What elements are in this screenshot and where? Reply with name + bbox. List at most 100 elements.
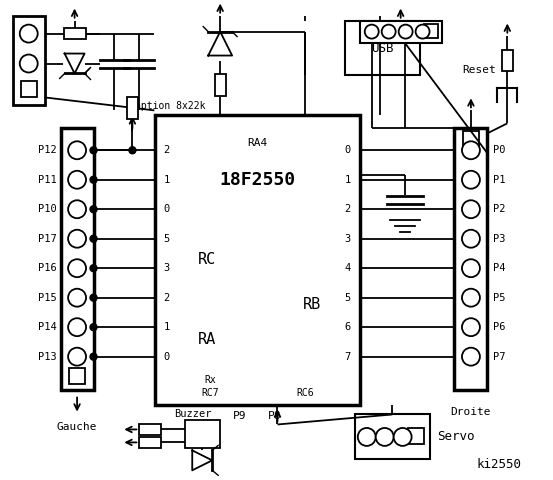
Circle shape <box>382 24 395 38</box>
Circle shape <box>462 288 480 307</box>
Text: P4: P4 <box>493 263 506 273</box>
Text: 2: 2 <box>345 204 351 214</box>
Bar <box>345 21 420 75</box>
Bar <box>215 74 226 96</box>
Circle shape <box>68 348 86 366</box>
Circle shape <box>462 200 480 218</box>
Circle shape <box>68 288 86 307</box>
Text: P11: P11 <box>38 175 56 185</box>
Bar <box>502 49 513 72</box>
Circle shape <box>90 235 97 242</box>
Text: Gauche: Gauche <box>57 422 97 432</box>
Text: Rx: Rx <box>204 374 216 384</box>
Bar <box>127 97 138 120</box>
Circle shape <box>394 428 411 446</box>
Text: ki2550: ki2550 <box>477 458 522 471</box>
Text: P8: P8 <box>268 411 282 421</box>
Text: Reset: Reset <box>462 65 496 75</box>
Bar <box>408 428 424 444</box>
Circle shape <box>416 24 430 38</box>
Text: 5: 5 <box>345 293 351 303</box>
Circle shape <box>399 24 413 38</box>
Circle shape <box>462 230 480 248</box>
Text: RA4: RA4 <box>247 138 268 148</box>
Circle shape <box>68 318 86 336</box>
Text: 2: 2 <box>163 293 170 303</box>
Bar <box>64 28 86 39</box>
Bar <box>355 415 430 459</box>
Text: RC7: RC7 <box>201 387 219 397</box>
Circle shape <box>462 348 480 366</box>
Circle shape <box>68 200 86 218</box>
Circle shape <box>462 141 480 159</box>
Text: P1: P1 <box>493 175 506 185</box>
Text: 3: 3 <box>345 234 351 244</box>
Circle shape <box>90 264 97 272</box>
Text: P2: P2 <box>493 204 506 214</box>
Text: P15: P15 <box>38 293 56 303</box>
Circle shape <box>68 230 86 248</box>
Text: 1: 1 <box>345 175 351 185</box>
Text: 1: 1 <box>163 175 170 185</box>
Circle shape <box>90 176 97 183</box>
Circle shape <box>358 428 375 446</box>
Text: P16: P16 <box>38 263 56 273</box>
Text: 18F2550: 18F2550 <box>220 171 296 189</box>
Circle shape <box>462 259 480 277</box>
Circle shape <box>375 428 394 446</box>
Text: RC: RC <box>198 252 216 267</box>
Circle shape <box>68 171 86 189</box>
Bar <box>360 21 441 43</box>
Text: P9: P9 <box>233 411 247 421</box>
Text: option 8x22k: option 8x22k <box>135 101 206 111</box>
Text: P0: P0 <box>493 145 506 155</box>
Circle shape <box>462 171 480 189</box>
Text: P17: P17 <box>38 234 56 244</box>
Text: P10: P10 <box>38 204 56 214</box>
Circle shape <box>68 259 86 277</box>
Bar <box>61 128 93 390</box>
Text: 2: 2 <box>163 145 170 155</box>
Text: 7: 7 <box>345 352 351 361</box>
Bar <box>185 420 220 448</box>
Circle shape <box>90 294 97 301</box>
Text: P13: P13 <box>38 352 56 361</box>
Circle shape <box>90 206 97 213</box>
Text: 3: 3 <box>163 263 170 273</box>
Polygon shape <box>192 450 212 470</box>
Text: 4: 4 <box>345 263 351 273</box>
Circle shape <box>462 318 480 336</box>
Text: 1: 1 <box>163 322 170 332</box>
Text: RA: RA <box>198 332 216 347</box>
Text: 0: 0 <box>345 145 351 155</box>
Bar <box>139 437 161 448</box>
Text: P3: P3 <box>493 234 506 244</box>
Text: P7: P7 <box>493 352 506 361</box>
Circle shape <box>90 147 97 154</box>
Text: P14: P14 <box>38 322 56 332</box>
Bar <box>463 132 479 147</box>
Text: 6: 6 <box>345 322 351 332</box>
Text: 5: 5 <box>163 234 170 244</box>
Text: 0: 0 <box>163 352 170 361</box>
Text: P6: P6 <box>493 322 506 332</box>
Text: 0: 0 <box>163 204 170 214</box>
Polygon shape <box>208 32 232 56</box>
Text: RC6: RC6 <box>296 387 314 397</box>
Bar <box>69 368 85 384</box>
Circle shape <box>68 141 86 159</box>
Text: P12: P12 <box>38 145 56 155</box>
Bar <box>455 128 487 390</box>
Bar <box>424 24 437 37</box>
Text: Buzzer: Buzzer <box>175 409 212 420</box>
Bar <box>139 424 161 435</box>
Bar <box>21 82 36 97</box>
Polygon shape <box>65 54 85 73</box>
Text: RB: RB <box>303 297 321 312</box>
Bar <box>155 115 360 405</box>
Circle shape <box>365 24 379 38</box>
Bar <box>13 16 45 106</box>
Circle shape <box>90 353 97 360</box>
Circle shape <box>129 147 136 154</box>
Circle shape <box>90 324 97 331</box>
